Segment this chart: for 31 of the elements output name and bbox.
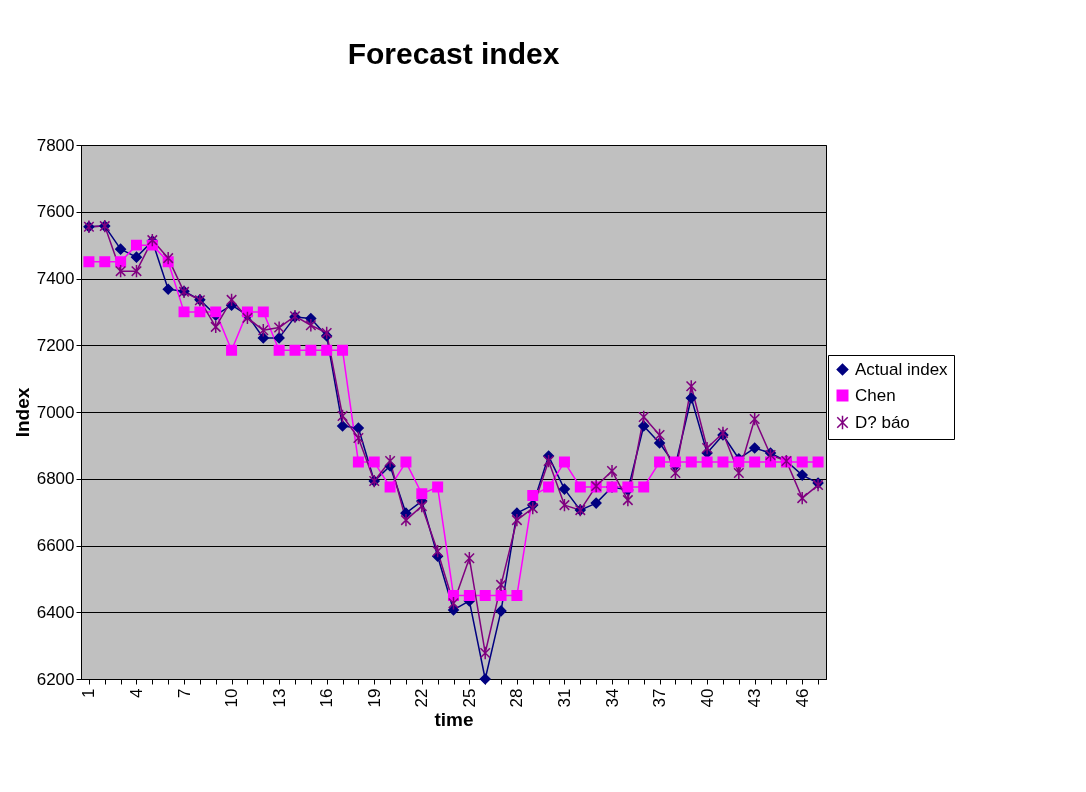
y-tick-label: 7400 [36, 269, 75, 288]
legend-label: Chen [855, 385, 896, 405]
x-tick-label: 4 [126, 688, 146, 698]
x-tick-label: 1 [79, 688, 99, 698]
x-tick-label: 46 [792, 688, 812, 708]
y-axis-title: Index [11, 387, 33, 438]
x-tick-label: 25 [459, 688, 479, 708]
y-tick-label: 6200 [36, 669, 75, 689]
x-tick-label: 37 [650, 688, 670, 708]
x-tick-label: 31 [554, 688, 574, 708]
legend-label: D? báo [855, 412, 910, 432]
x-tick-label: 28 [507, 688, 527, 708]
x-tick-label: 19 [364, 688, 384, 708]
x-tick-label: 22 [412, 688, 432, 708]
y-tick-label: 6600 [36, 536, 75, 555]
x-tick-label: 7 [174, 688, 194, 698]
x-tick-label: 10 [222, 688, 242, 708]
y-tick-label: 7200 [36, 335, 75, 355]
x-tick-label: 34 [602, 688, 622, 708]
chart-title: Forecast index [347, 37, 560, 70]
x-axis-title: time [434, 709, 474, 731]
x-tick-label: 43 [745, 688, 765, 708]
y-tick-label: 7000 [36, 402, 75, 422]
y-tick-label: 6800 [36, 469, 75, 489]
y-tick-label: 7800 [36, 135, 75, 155]
x-tick-label: 16 [317, 688, 337, 708]
x-tick-label: 40 [697, 688, 717, 708]
x-tick-label: 13 [269, 688, 289, 708]
legend-label: Actual index [855, 359, 949, 379]
y-tick-label: 7600 [36, 202, 75, 222]
y-tick-label: 6400 [36, 602, 75, 622]
